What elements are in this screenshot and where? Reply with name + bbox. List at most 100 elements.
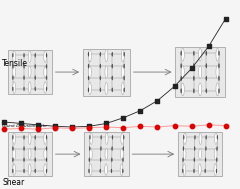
Point [36,128,40,131]
Circle shape [123,158,124,162]
Circle shape [218,89,220,93]
Circle shape [28,148,31,160]
Circle shape [12,53,13,57]
Circle shape [181,83,184,96]
Circle shape [206,89,207,93]
Point [2,128,6,131]
Circle shape [181,89,182,93]
Circle shape [90,133,93,144]
Circle shape [183,135,184,139]
Circle shape [193,76,194,81]
Circle shape [46,158,47,162]
FancyBboxPatch shape [7,132,52,176]
Circle shape [183,146,184,150]
Circle shape [112,52,113,56]
Circle shape [101,135,102,139]
Circle shape [183,158,184,162]
Point [53,126,57,129]
Circle shape [105,50,108,62]
Circle shape [218,76,220,81]
Circle shape [46,76,47,80]
Circle shape [35,53,36,57]
Circle shape [124,64,125,68]
Circle shape [218,51,220,55]
Circle shape [28,133,31,144]
Circle shape [105,164,108,175]
Circle shape [184,133,186,144]
Circle shape [206,135,207,139]
FancyBboxPatch shape [83,49,130,95]
Circle shape [181,48,184,61]
Circle shape [44,82,47,93]
Circle shape [194,146,195,150]
Circle shape [194,158,195,162]
Point [19,122,23,125]
FancyBboxPatch shape [84,132,129,176]
Circle shape [44,164,47,175]
Point [70,127,74,130]
Circle shape [89,169,90,173]
Circle shape [12,146,13,150]
Circle shape [124,88,125,92]
Point [190,125,193,128]
Circle shape [124,76,125,80]
Point [173,124,176,127]
Circle shape [44,51,47,62]
Circle shape [100,158,101,162]
Circle shape [216,83,219,96]
Circle shape [90,148,92,160]
Circle shape [88,52,89,56]
Circle shape [13,66,16,78]
Circle shape [89,158,90,162]
Circle shape [13,82,16,93]
Circle shape [44,66,47,78]
Circle shape [35,87,36,91]
Circle shape [193,89,194,93]
Circle shape [112,88,113,92]
Point [2,121,6,124]
FancyBboxPatch shape [178,132,222,176]
Circle shape [46,53,47,57]
Circle shape [46,146,47,150]
Circle shape [183,164,186,175]
Circle shape [28,66,31,78]
Circle shape [100,146,101,150]
Circle shape [198,66,202,78]
Circle shape [35,158,36,162]
Circle shape [205,146,206,150]
Circle shape [46,135,47,139]
Point [207,45,210,48]
Text: Tensile: Tensile [2,59,28,68]
Circle shape [217,135,218,139]
Circle shape [89,146,90,150]
Point [104,122,108,125]
Circle shape [121,66,124,78]
Point [224,124,228,127]
Circle shape [100,52,101,56]
Circle shape [214,148,217,160]
Circle shape [198,83,202,96]
Circle shape [193,169,194,173]
Circle shape [89,164,92,175]
Circle shape [120,148,123,160]
Circle shape [120,164,123,175]
Point [87,126,91,129]
Circle shape [13,133,16,144]
Circle shape [216,158,217,162]
Circle shape [122,169,123,173]
Circle shape [46,64,47,68]
Circle shape [198,164,201,175]
Circle shape [44,133,47,144]
Circle shape [105,148,108,160]
Text: Shear: Shear [2,178,25,187]
Circle shape [112,135,113,139]
Circle shape [12,76,13,80]
Circle shape [100,88,101,92]
Point [156,125,159,129]
Circle shape [194,135,195,139]
Circle shape [205,158,206,162]
Circle shape [12,64,13,68]
Circle shape [35,76,36,80]
Circle shape [216,66,219,78]
Circle shape [181,64,182,68]
